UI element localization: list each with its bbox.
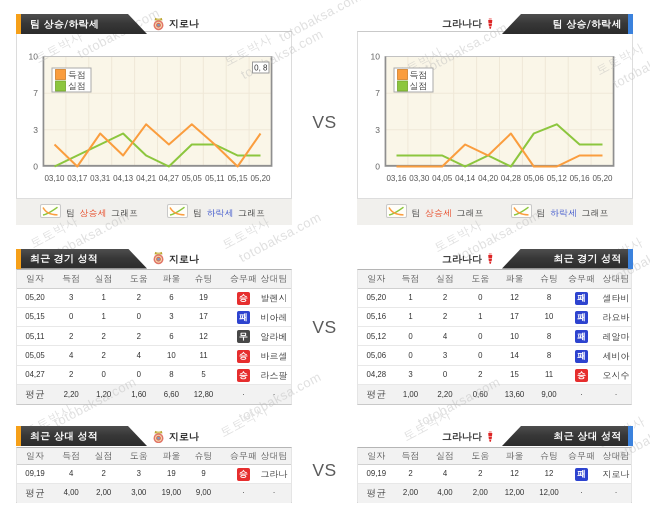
svg-text:03,16: 03,16 [386, 174, 407, 183]
svg-text:10: 10 [370, 52, 380, 62]
svg-text:05,16: 05,16 [569, 174, 590, 183]
svg-text:0, 8: 0, 8 [254, 64, 268, 73]
svg-text:0: 0 [375, 162, 380, 172]
svg-text:04,28: 04,28 [500, 174, 521, 183]
svg-text:3: 3 [33, 125, 38, 135]
svg-text:10: 10 [29, 52, 39, 62]
svg-text:04,21: 04,21 [136, 174, 157, 183]
svg-text:03,10: 03,10 [44, 174, 65, 183]
svg-text:05,15: 05,15 [228, 174, 249, 183]
svg-text:05,12: 05,12 [546, 174, 567, 183]
svg-text:totobaksa.com: totobaksa.com [415, 374, 502, 430]
svg-text:7: 7 [375, 88, 380, 98]
svg-text:04,13: 04,13 [113, 174, 134, 183]
svg-text:05,20: 05,20 [592, 174, 613, 183]
svg-text:04,05: 04,05 [432, 174, 453, 183]
svg-text:05,20: 05,20 [250, 174, 271, 183]
svg-text:3: 3 [375, 125, 380, 135]
svg-text:0: 0 [33, 162, 38, 172]
svg-text:05,06: 05,06 [523, 174, 544, 183]
svg-text:03,30: 03,30 [409, 174, 430, 183]
svg-text:03,31: 03,31 [90, 174, 111, 183]
svg-text:03,17: 03,17 [67, 174, 88, 183]
svg-text:totobaksa.com: totobaksa.com [236, 369, 323, 425]
svg-text:05,11: 05,11 [205, 174, 225, 183]
svg-text:04,20: 04,20 [478, 174, 499, 183]
svg-text:04,27: 04,27 [159, 174, 180, 183]
svg-text:7: 7 [33, 88, 38, 98]
svg-text:05,05: 05,05 [182, 174, 203, 183]
svg-text:04,14: 04,14 [455, 174, 476, 183]
svg-text:totobaksa.com: totobaksa.com [51, 374, 138, 430]
